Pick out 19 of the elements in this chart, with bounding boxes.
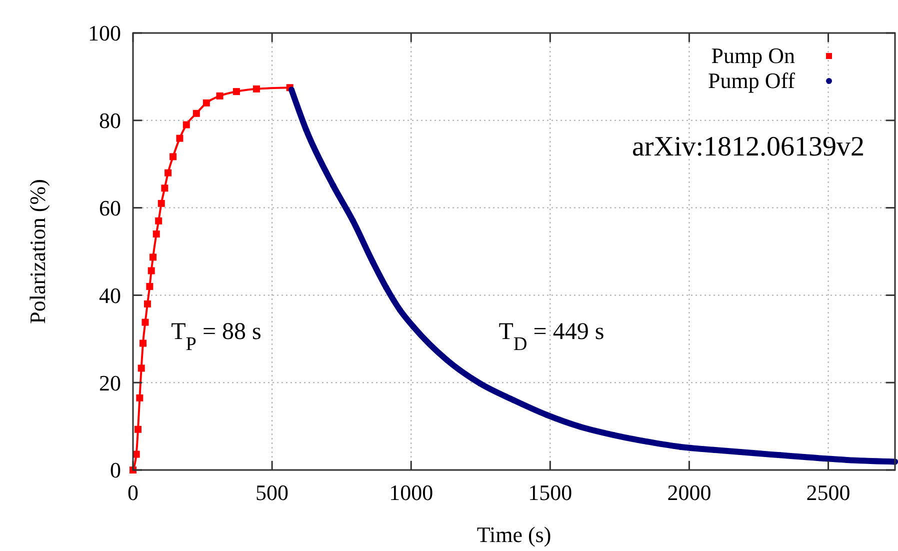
legend-label: Pump On	[711, 43, 795, 68]
y-tick-label: 60	[99, 196, 121, 220]
legend-label: Pump Off	[708, 68, 796, 93]
y-tick-label: 0	[110, 458, 121, 483]
y-tick-label: 80	[99, 108, 121, 134]
y-tick-label: 100	[88, 20, 121, 46]
y-tick-label: 20	[99, 370, 121, 396]
x-tick-label: 2000	[667, 480, 712, 505]
x-axis-title: Time (s)	[476, 522, 552, 547]
x-tick-label: 1000	[389, 480, 434, 505]
x-tick-label: 0	[128, 480, 138, 505]
y-axis-title: Polarization (%)	[25, 179, 50, 324]
x-tick-label: 2500	[806, 480, 850, 505]
annotation: arXiv:1812.06139v2	[632, 131, 865, 162]
annotation: T$_{D}$ = 449 s	[498, 318, 604, 354]
x-tick-label: 1500	[528, 480, 572, 505]
x-tick-label: 500	[256, 480, 289, 505]
annotation: T$_{P}$ = 88 s	[171, 318, 262, 354]
y-tick-label: 40	[99, 282, 121, 308]
